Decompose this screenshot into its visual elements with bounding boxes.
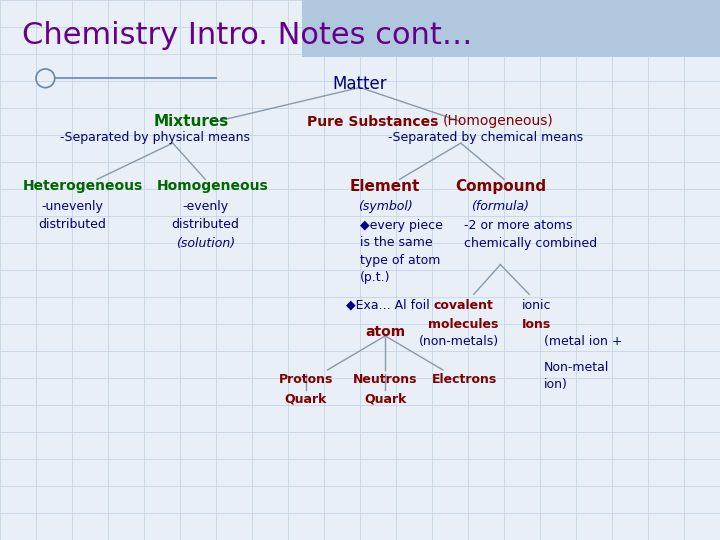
Bar [302, 0, 720, 57]
Text: Mixtures: Mixtures [153, 114, 228, 129]
Text: Electrons: Electrons [432, 373, 497, 386]
Text: Quark: Quark [285, 392, 327, 405]
Text: Heterogeneous: Heterogeneous [22, 179, 143, 193]
Text: Non-metal: Non-metal [544, 361, 609, 374]
Text: -2 or more atoms: -2 or more atoms [464, 219, 573, 232]
Text: (non-metals): (non-metals) [419, 335, 500, 348]
Text: Pure Substances: Pure Substances [307, 114, 443, 129]
Text: is the same: is the same [360, 237, 433, 249]
Text: Neutrons: Neutrons [353, 373, 418, 386]
Text: distributed: distributed [171, 218, 239, 231]
Text: Ions: Ions [522, 318, 551, 330]
Text: Homogeneous: Homogeneous [156, 179, 269, 193]
Text: type of atom: type of atom [360, 254, 441, 267]
Text: Compound: Compound [455, 179, 546, 194]
Text: Protons: Protons [279, 373, 333, 386]
Text: (p.t.): (p.t.) [360, 271, 390, 284]
Text: ◆every piece: ◆every piece [360, 219, 443, 232]
Text: (symbol): (symbol) [358, 200, 413, 213]
Text: Element: Element [350, 179, 420, 194]
Text: -Separated by physical means: -Separated by physical means [60, 131, 250, 144]
Text: molecules: molecules [428, 318, 498, 330]
Text: -evenly: -evenly [182, 200, 228, 213]
Text: Matter: Matter [333, 75, 387, 93]
Text: Quark: Quark [364, 392, 406, 405]
Text: covalent: covalent [433, 299, 493, 312]
Text: ionic: ionic [522, 299, 551, 312]
Text: -unevenly: -unevenly [41, 200, 103, 213]
Text: atom: atom [365, 325, 405, 339]
Text: chemically combined: chemically combined [464, 237, 598, 249]
Text: distributed: distributed [38, 218, 106, 231]
Text: (formula): (formula) [472, 200, 529, 213]
Text: (solution): (solution) [176, 237, 235, 249]
Text: ◆Exa... Al foil: ◆Exa... Al foil [346, 299, 429, 312]
Text: (Homogeneous): (Homogeneous) [443, 114, 554, 129]
Text: -Separated by chemical means: -Separated by chemical means [388, 131, 584, 144]
Text: (metal ion +: (metal ion + [544, 335, 622, 348]
Text: Chemistry Intro. Notes cont…: Chemistry Intro. Notes cont… [22, 21, 472, 50]
Text: ion): ion) [544, 378, 567, 391]
